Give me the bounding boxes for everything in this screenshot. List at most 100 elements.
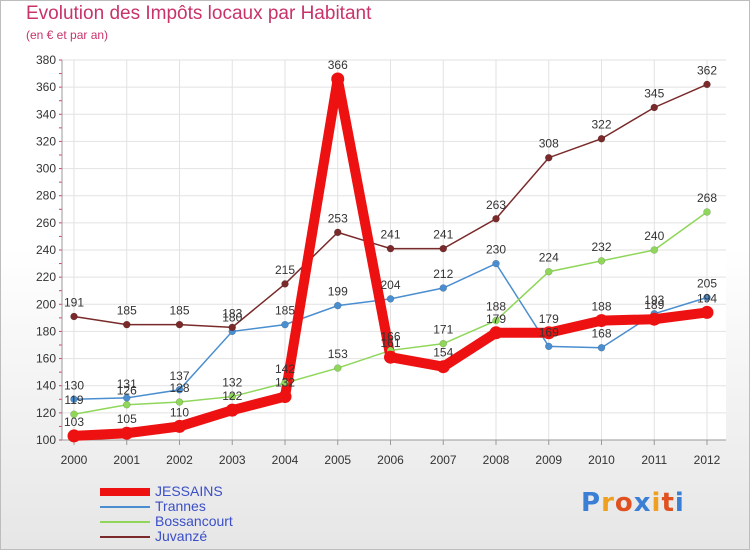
data-label-juvanz-: 253 — [328, 211, 348, 225]
data-point-jessains — [647, 312, 661, 326]
legend-swatch-jessains — [100, 488, 150, 496]
data-point-juvanz- — [70, 312, 78, 321]
data-label-bossancourt: 224 — [539, 251, 559, 265]
y-tick-label: 360 — [36, 80, 56, 94]
data-point-trannes — [492, 259, 500, 268]
data-point-bossancourt — [175, 398, 184, 406]
data-label-juvanz-: 183 — [222, 306, 242, 320]
data-label-jessains: 122 — [222, 389, 242, 403]
data-label-trannes: 212 — [433, 267, 453, 281]
x-tick-label: 2011 — [641, 453, 667, 467]
data-label-bossancourt: 153 — [328, 347, 348, 361]
data-label-bossancourt: 119 — [64, 393, 83, 407]
data-point-bossancourt — [70, 410, 78, 418]
data-point-jessains — [436, 360, 450, 374]
data-point-bossancourt — [334, 364, 342, 372]
data-point-juvanz- — [386, 244, 395, 253]
data-point-bossancourt — [281, 379, 289, 387]
data-label-juvanz-: 263 — [486, 198, 506, 212]
proxiti-logo: Proxiti — [581, 488, 685, 518]
data-label-bossancourt: 188 — [486, 300, 506, 314]
legend-label-trannes: Trannes — [155, 498, 206, 514]
data-point-bossancourt — [545, 267, 553, 276]
y-tick-label: 280 — [36, 189, 56, 203]
data-point-juvanz- — [650, 103, 658, 112]
x-tick-label: 2007 — [430, 453, 457, 467]
logo-letter: t — [661, 488, 675, 518]
data-point-trannes — [334, 301, 342, 310]
data-point-juvanz- — [334, 228, 342, 237]
data-label-bossancourt: 232 — [591, 240, 611, 254]
y-tick-label: 160 — [36, 352, 56, 366]
data-label-trannes: 204 — [380, 278, 400, 292]
data-point-jessains — [67, 429, 81, 443]
data-label-juvanz-: 241 — [380, 228, 400, 242]
data-point-bossancourt — [123, 400, 131, 409]
x-tick-label: 2012 — [694, 453, 721, 467]
data-label-trannes: 185 — [275, 304, 295, 318]
data-point-bossancourt — [439, 339, 447, 348]
x-tick-label: 2000 — [61, 453, 88, 467]
data-label-trannes: 180 — [222, 310, 242, 324]
legend-label-juvanz-: Juvanzé — [155, 528, 208, 544]
data-label-juvanz-: 185 — [117, 304, 137, 318]
data-label-jessains: 110 — [170, 405, 189, 419]
data-label-jessains: 194 — [697, 291, 717, 305]
data-point-juvanz- — [228, 323, 236, 332]
data-label-jessains: 188 — [591, 300, 611, 314]
y-tick-label: 380 — [36, 53, 56, 67]
data-label-bossancourt: 142 — [275, 362, 295, 376]
data-label-bossancourt: 132 — [222, 376, 242, 390]
data-label-jessains: 189 — [644, 298, 664, 312]
y-tick-label: 140 — [36, 379, 56, 393]
data-label-jessains: 105 — [117, 412, 137, 426]
data-point-bossancourt — [650, 246, 658, 254]
x-tick-label: 2008 — [483, 453, 510, 467]
data-point-jessains — [173, 419, 186, 433]
data-point-juvanz- — [545, 153, 553, 162]
data-label-jessains: 179 — [539, 312, 559, 326]
data-point-juvanz- — [597, 134, 606, 143]
y-tick-label: 200 — [36, 297, 56, 311]
chart-subtitle: (en € et par an) — [26, 28, 109, 42]
data-label-bossancourt: 171 — [433, 323, 453, 337]
y-tick-label: 340 — [36, 107, 56, 121]
data-label-juvanz-: 215 — [275, 263, 295, 277]
data-point-bossancourt — [703, 208, 711, 216]
y-tick-label: 220 — [36, 270, 56, 284]
data-point-jessains — [700, 305, 714, 319]
data-label-jessains: 161 — [380, 336, 400, 350]
data-label-juvanz-: 185 — [169, 304, 189, 318]
logo-letter: i — [651, 488, 662, 518]
data-label-trannes: 169 — [539, 325, 559, 339]
logo-letter: o — [614, 488, 634, 518]
data-point-juvanz- — [175, 320, 184, 329]
logo-letter: i — [674, 488, 685, 518]
data-label-bossancourt: 166 — [380, 329, 400, 343]
x-tick-label: 2001 — [113, 453, 140, 467]
logo-letter: x — [633, 488, 652, 518]
data-label-bossancourt: 240 — [644, 229, 664, 243]
data-point-juvanz- — [123, 320, 131, 329]
data-point-trannes — [70, 395, 78, 404]
y-tick-label: 260 — [36, 216, 56, 230]
data-point-trannes — [545, 342, 553, 351]
data-label-juvanz-: 308 — [539, 137, 559, 151]
data-label-trannes: 205 — [697, 277, 717, 291]
data-label-juvanz-: 191 — [64, 296, 84, 310]
data-point-jessains — [278, 390, 292, 404]
data-label-bossancourt: 126 — [117, 384, 137, 398]
x-tick-label: 2010 — [588, 453, 615, 467]
logo-letter: P — [581, 488, 602, 518]
data-label-trannes: 130 — [64, 378, 84, 392]
data-point-juvanz- — [492, 215, 500, 223]
data-point-jessains — [120, 426, 134, 440]
legend-swatch-trannes — [100, 506, 150, 508]
data-label-trannes: 193 — [644, 293, 664, 307]
legend-swatch-bossancourt — [100, 521, 150, 523]
data-label-bossancourt: 268 — [697, 191, 717, 205]
y-tick-label: 320 — [36, 134, 56, 148]
legend-label-jessains: JESSAINS — [155, 483, 223, 499]
data-point-bossancourt — [492, 316, 500, 325]
y-tick-label: 240 — [36, 243, 56, 257]
